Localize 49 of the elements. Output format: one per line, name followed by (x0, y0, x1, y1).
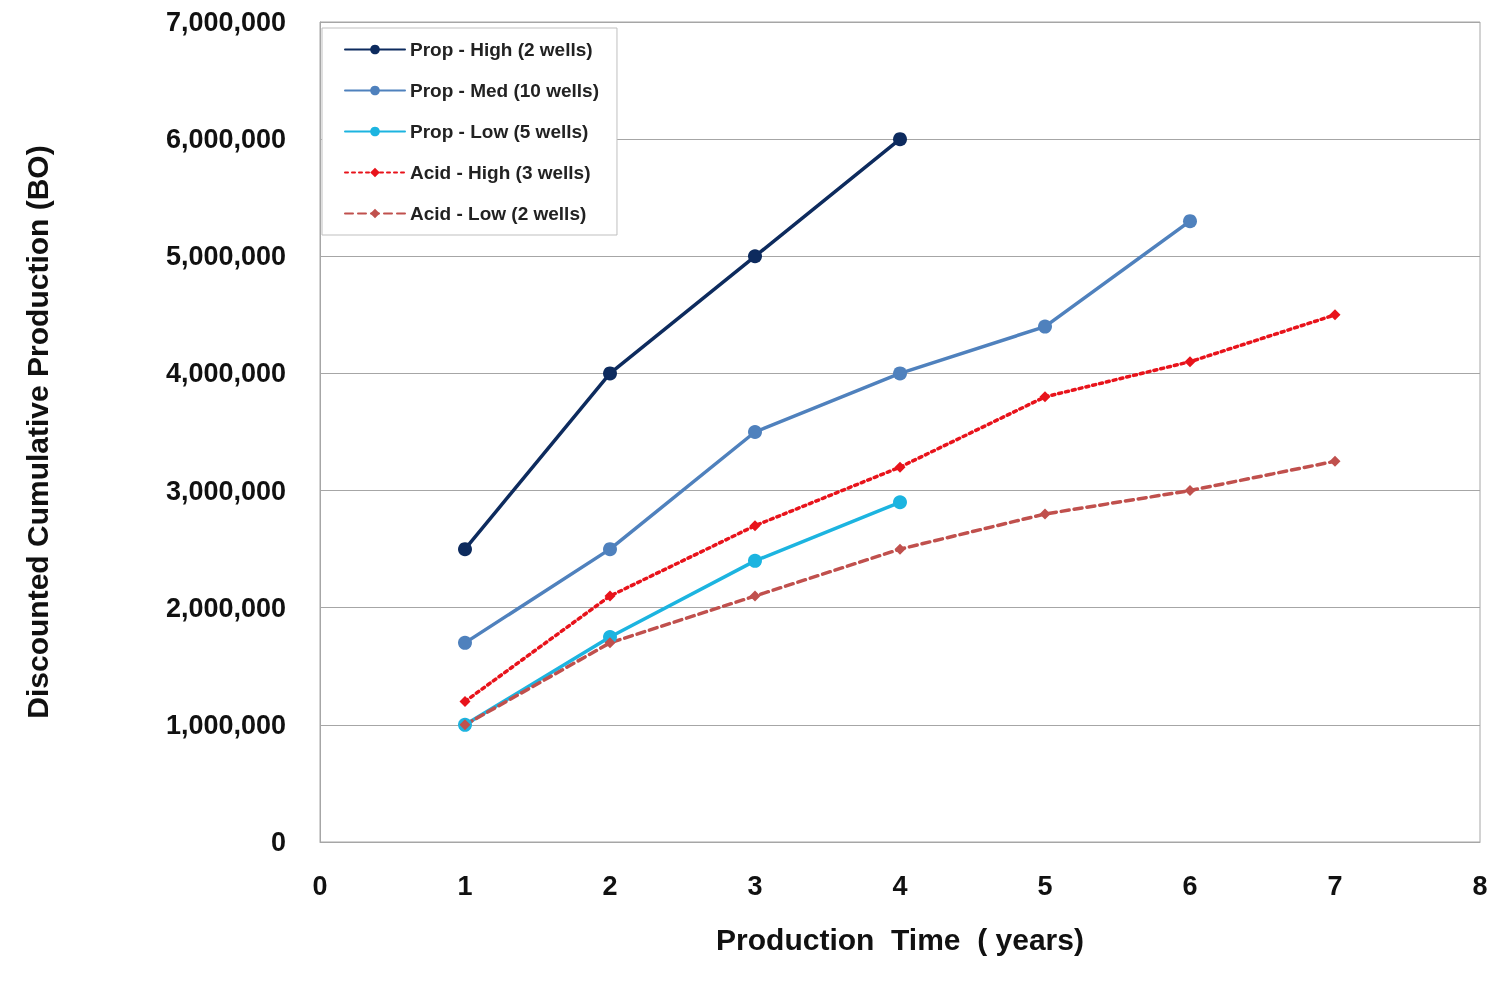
point (749, 590, 761, 602)
x-tick-label: 8 (1472, 870, 1488, 901)
point (459, 695, 471, 707)
x-tick-label: 3 (747, 870, 763, 901)
legend-label: Acid - High (3 wells) (410, 162, 591, 183)
x-tick-label: 6 (1182, 870, 1198, 901)
legend-label: Prop - Low (5 wells) (410, 121, 589, 142)
point (748, 425, 762, 439)
y-tick-label: 3,000,000 (165, 475, 286, 506)
point (603, 366, 617, 381)
point (1039, 508, 1051, 520)
legend-label: Prop - Med (10 wells) (410, 80, 599, 101)
point (604, 637, 616, 649)
point (458, 542, 472, 557)
x-tick-label: 5 (1037, 870, 1053, 901)
point (1184, 356, 1196, 368)
point (748, 553, 762, 568)
point (748, 249, 762, 264)
point (1329, 309, 1341, 321)
point (893, 495, 907, 510)
x-axis-title: Production Time ( years) (716, 922, 1084, 956)
x-tick-label: 7 (1327, 870, 1343, 901)
point (1329, 455, 1341, 467)
x-tick-label: 1 (457, 870, 473, 901)
y-axis-title: Discounted Cumulative Production (BO) (20, 145, 54, 719)
point (749, 520, 761, 532)
x-tick-label: 4 (892, 870, 908, 901)
point (1039, 391, 1051, 403)
point (604, 590, 616, 602)
y-tick-label: 1,000,000 (165, 709, 286, 740)
point (894, 461, 906, 473)
point (893, 132, 907, 147)
point (458, 635, 472, 650)
y-tick-label: 6,000,000 (165, 124, 286, 155)
legend-label: Acid - Low (2 wells) (410, 203, 587, 224)
point (894, 543, 906, 555)
point (893, 366, 907, 381)
point (1038, 319, 1052, 334)
y-tick-label: 5,000,000 (165, 241, 286, 272)
y-tick-label: 7,000,000 (165, 7, 286, 37)
point (603, 542, 617, 557)
point (1184, 485, 1196, 497)
x-tick-label: 2 (602, 870, 618, 901)
y-tick-label: 2,000,000 (165, 592, 286, 623)
y-tick-label: 0 (270, 827, 286, 857)
legend-label: Prop - High (2 wells) (410, 39, 593, 60)
y-tick-label: 4,000,000 (165, 358, 286, 389)
point (1183, 214, 1197, 229)
x-tick-label: 0 (312, 870, 328, 901)
